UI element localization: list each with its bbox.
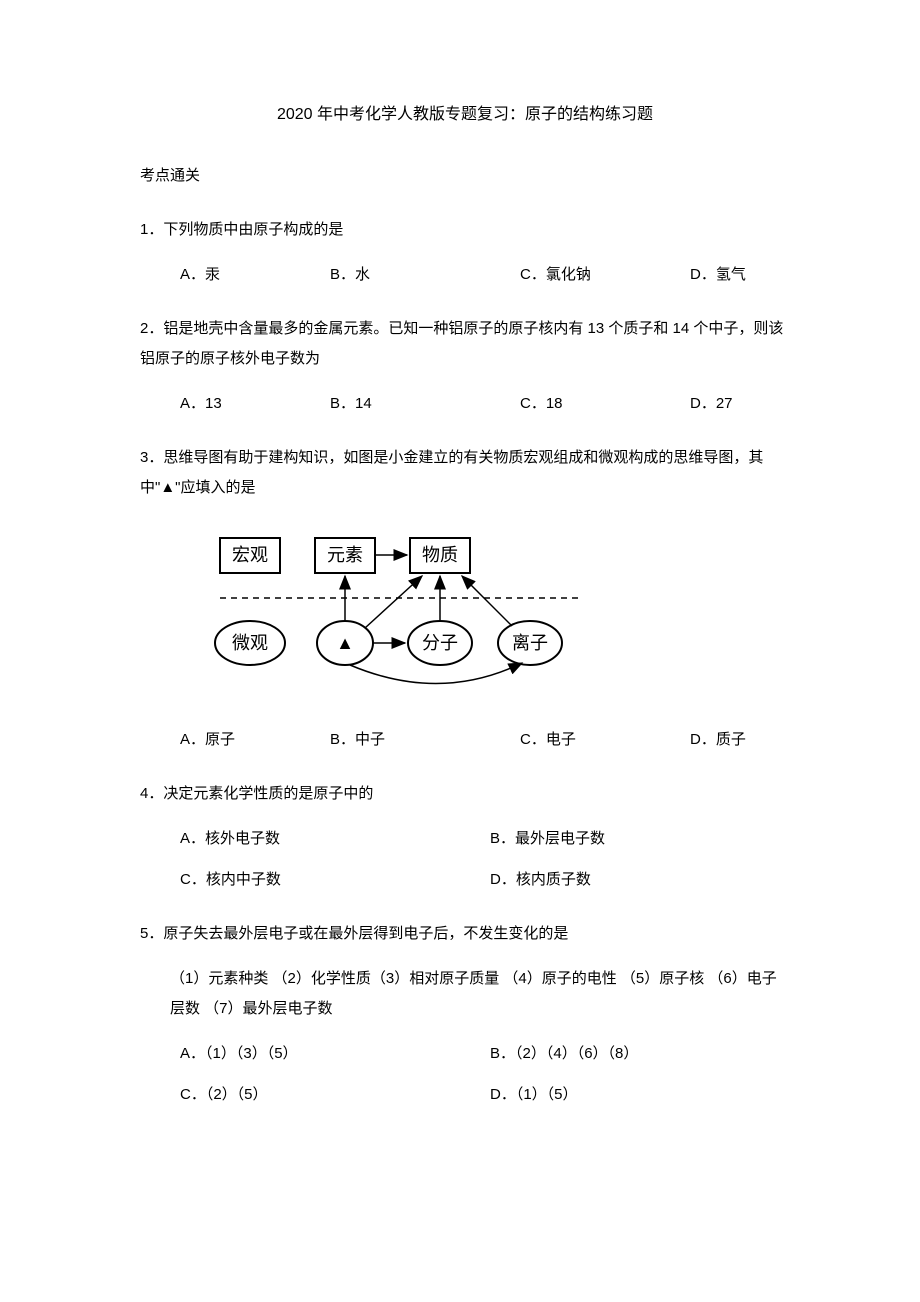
question-text: 4．决定元素化学性质的是原子中的: [140, 779, 790, 809]
option-c: C．18: [520, 392, 690, 413]
option-a: A．13: [180, 392, 330, 413]
option-b: B．中子: [330, 728, 520, 749]
option-b: B．14: [330, 392, 520, 413]
option-d: D．氢气: [690, 263, 746, 284]
option-d: D．核内质子数: [490, 868, 591, 889]
question-text: 2．铝是地壳中含量最多的金属元素。已知一种铝原子的原子核内有 13 个质子和 1…: [140, 314, 790, 374]
node-ion: 离子: [512, 633, 548, 653]
options: A．核外电子数 B．最外层电子数 C．核内中子数 D．核内质子数: [140, 827, 790, 889]
option-a: A．（1）（3）（5）: [180, 1042, 490, 1063]
node-element: 元素: [327, 545, 363, 565]
option-c: C．（2）（5）: [180, 1083, 490, 1104]
question-3: 3．思维导图有助于建构知识，如图是小金建立的有关物质宏观组成和微观构成的思维导图…: [140, 443, 790, 749]
node-macro: 宏观: [232, 545, 268, 565]
option-b: B．（2）（4）（6）（8）: [490, 1042, 638, 1063]
document-title: 2020 年中考化学人教版专题复习：原子的结构练习题: [140, 100, 790, 124]
options: A．汞 B．水 C．氯化钠 D．氢气: [140, 263, 790, 284]
option-c: C．氯化钠: [520, 263, 690, 284]
node-triangle: ▲: [336, 633, 354, 653]
option-b: B．水: [330, 263, 520, 284]
node-substance: 物质: [422, 545, 458, 565]
question-text: 1．下列物质中由原子构成的是: [140, 215, 790, 245]
option-a: A．核外电子数: [180, 827, 490, 848]
question-subtext: （1）元素种类 （2）化学性质（3）相对原子质量 （4）原子的电性 （5）原子核…: [140, 964, 790, 1024]
option-c: C．核内中子数: [180, 868, 490, 889]
option-d: D．（1）（5）: [490, 1083, 578, 1104]
node-micro: 微观: [232, 633, 268, 653]
options: A．原子 B．中子 C．电子 D．质子: [140, 728, 790, 749]
option-b: B．最外层电子数: [490, 827, 605, 848]
option-a: A．汞: [180, 263, 330, 284]
question-4: 4．决定元素化学性质的是原子中的 A．核外电子数 B．最外层电子数 C．核内中子…: [140, 779, 790, 889]
question-1: 1．下列物质中由原子构成的是 A．汞 B．水 C．氯化钠 D．氢气: [140, 215, 790, 284]
question-text: 5．原子失去最外层电子或在最外层得到电子后，不发生变化的是: [140, 919, 790, 949]
node-molecule: 分子: [422, 633, 458, 653]
section-label: 考点通关: [140, 164, 790, 185]
option-c: C．电子: [520, 728, 690, 749]
options: A．（1）（3）（5） B．（2）（4）（6）（8） C．（2）（5） D．（1…: [140, 1042, 790, 1104]
question-text: 3．思维导图有助于建构知识，如图是小金建立的有关物质宏观组成和微观构成的思维导图…: [140, 443, 790, 503]
question-2: 2．铝是地壳中含量最多的金属元素。已知一种铝原子的原子核内有 13 个质子和 1…: [140, 314, 790, 413]
question-5: 5．原子失去最外层电子或在最外层得到电子后，不发生变化的是 （1）元素种类 （2…: [140, 919, 790, 1104]
options: A．13 B．14 C．18 D．27: [140, 392, 790, 413]
option-d: D．27: [690, 392, 733, 413]
option-d: D．质子: [690, 728, 746, 749]
option-a: A．原子: [180, 728, 330, 749]
concept-diagram: 宏观 元素 物质 微观 ▲ 分子 离子: [200, 528, 790, 703]
